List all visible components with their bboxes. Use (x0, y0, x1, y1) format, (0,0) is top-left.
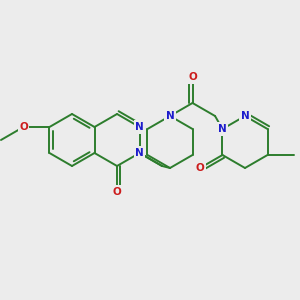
Text: N: N (241, 111, 249, 121)
Text: O: O (19, 122, 28, 132)
Text: O: O (196, 163, 204, 173)
Text: O: O (188, 72, 197, 82)
Text: O: O (113, 187, 122, 197)
Text: N: N (135, 122, 144, 132)
Text: N: N (218, 124, 227, 134)
Text: N: N (166, 111, 174, 121)
Text: N: N (135, 148, 144, 158)
